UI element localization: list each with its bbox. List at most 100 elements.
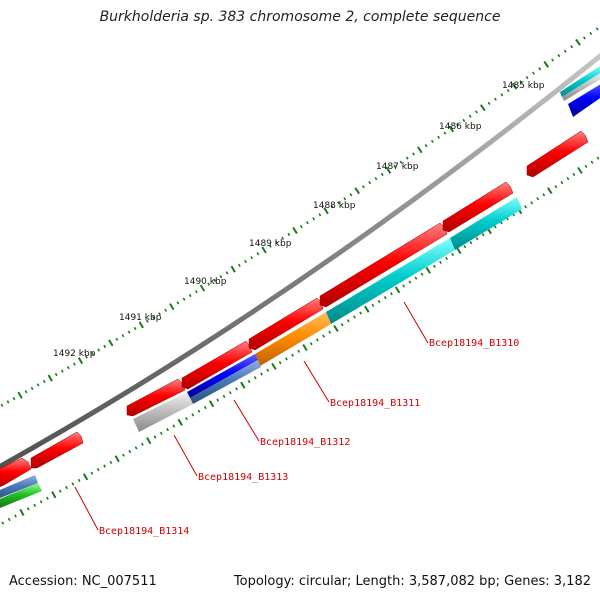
gene-feature[interactable] [126, 378, 186, 417]
gene-feature[interactable] [30, 431, 84, 469]
gene-feature[interactable] [248, 297, 324, 351]
major-tick [577, 166, 583, 174]
major-tick [230, 265, 236, 273]
minor-tick [128, 449, 132, 454]
minor-tick [343, 197, 347, 201]
major-tick [354, 187, 360, 195]
gene-label[interactable]: Bcep18194_B1313 [198, 472, 288, 483]
major-tick [425, 266, 431, 274]
minor-tick [90, 471, 94, 475]
major-tick [138, 321, 144, 329]
chromosome-backbone [0, 52, 600, 470]
minor-tick [368, 181, 372, 185]
minor-tick [572, 172, 576, 177]
kbp-label: 1486 kbp [439, 122, 482, 132]
track-segment[interactable] [190, 360, 261, 404]
minor-tick [346, 319, 350, 323]
minor-tick [176, 301, 180, 305]
track-segment[interactable] [187, 354, 258, 398]
major-tick [77, 357, 84, 365]
minor-tick [235, 387, 238, 391]
minor-tick [525, 75, 529, 80]
minor-tick [39, 500, 43, 504]
track-segment[interactable] [0, 483, 42, 510]
minor-tick [77, 478, 81, 483]
track-segment[interactable] [450, 197, 522, 250]
major-tick [292, 226, 298, 235]
minor-tick [33, 503, 37, 507]
minor-tick [26, 507, 30, 511]
kbp-label: 1487 kbp [376, 162, 419, 172]
kbp-label: 1491 kbp [119, 313, 162, 323]
minor-tick [557, 54, 561, 58]
track-segment[interactable] [133, 392, 193, 432]
track-segment[interactable] [255, 312, 331, 366]
minor-tick [481, 233, 485, 237]
gene-label[interactable]: Bcep18194_B1311 [330, 398, 420, 409]
track-segment[interactable] [326, 238, 455, 324]
minor-tick [542, 193, 546, 197]
minor-tick [203, 405, 207, 410]
minor-tick [475, 237, 479, 241]
major-tick [114, 455, 120, 463]
kbp-label: 1485 kbp [502, 81, 545, 91]
minor-tick [194, 290, 198, 294]
major-tick [17, 391, 23, 399]
minor-tick [560, 180, 564, 185]
major-tick [323, 207, 329, 215]
minor-tick [445, 256, 448, 261]
kbp-label: 1489 kbp [249, 239, 292, 249]
minor-tick [359, 311, 363, 315]
major-tick [271, 362, 277, 370]
minor-tick [468, 114, 472, 118]
minor-tick [66, 365, 70, 370]
leader-line [233, 399, 260, 442]
minor-tick [299, 224, 303, 229]
minor-tick [158, 312, 161, 316]
minor-tick [312, 217, 316, 221]
minor-tick [399, 160, 403, 164]
major-tick [511, 82, 518, 90]
kbp-label: 1488 kbp [313, 201, 356, 211]
minor-tick [297, 349, 301, 353]
track-segment[interactable] [562, 72, 600, 101]
minor-tick [538, 67, 542, 71]
major-tick [82, 473, 89, 481]
major-tick [385, 166, 392, 174]
track-segment[interactable] [560, 66, 600, 97]
major-tick [302, 343, 308, 352]
minor-tick [244, 259, 247, 264]
gene-feature[interactable] [526, 130, 589, 178]
track-segment[interactable] [568, 82, 600, 117]
topology-summary: Topology: circular; Length: 3,587,082 bp… [233, 574, 591, 589]
gene-feature[interactable] [442, 181, 514, 233]
minor-tick [42, 379, 46, 384]
minor-tick [291, 353, 294, 357]
gene-feature[interactable] [319, 222, 448, 308]
minor-tick [462, 118, 466, 123]
minor-tick [54, 372, 58, 377]
track-segment[interactable] [0, 475, 38, 500]
minor-tick [46, 496, 49, 500]
gene-label[interactable]: Bcep18194_B1310 [429, 338, 519, 349]
minor-tick [451, 252, 455, 257]
minor-tick [551, 58, 555, 62]
minor-tick [414, 276, 418, 280]
minor-tick [182, 297, 186, 301]
minor-tick [122, 453, 125, 457]
minor-tick [353, 315, 356, 319]
gene-label[interactable]: Bcep18194_B1312 [260, 437, 350, 448]
minor-tick [285, 357, 288, 361]
minor-tick [91, 351, 94, 356]
minor-tick [424, 144, 428, 148]
minor-tick [328, 330, 332, 334]
minor-tick [493, 225, 497, 229]
gene-label[interactable]: Bcep18194_B1314 [99, 526, 189, 537]
minor-tick [253, 376, 257, 380]
minor-tick [337, 201, 340, 205]
minor-tick [268, 244, 272, 248]
gene-feature[interactable] [181, 340, 253, 390]
minor-tick [228, 391, 232, 395]
minor-tick [71, 482, 75, 486]
gene-feature[interactable] [0, 457, 32, 489]
